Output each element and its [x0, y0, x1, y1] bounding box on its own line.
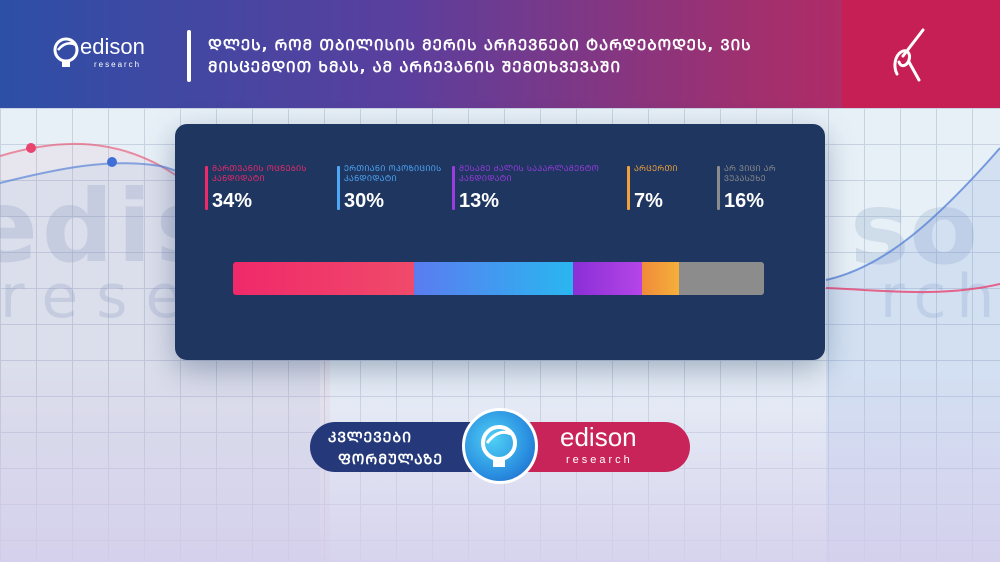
page-title: ᲓᲚᲔᲡ, ᲠᲝᲛ ᲗᲑᲘᲚᲘᲡᲘᲡ ᲛᲔᲠᲘᲡ ᲐᲠᲩᲔᲕᲜᲔᲑᲘ ᲢᲐᲠᲓᲔ…: [208, 34, 808, 78]
bar-segment: [641, 262, 680, 295]
legend-value: 30%: [344, 190, 385, 212]
legend-color-line: [337, 166, 340, 210]
badge-line-2: ᲤᲝᲠᲛᲣᲚᲐᲖᲔ: [338, 452, 444, 468]
edison-bulb-icon: [53, 37, 79, 67]
ghost-brand-subtext-right: rch: [880, 262, 1000, 332]
legend-color-line: [452, 166, 455, 210]
badge-subtitle: research: [566, 454, 633, 466]
legend-label: ᲛᲔᲡᲐᲛᲔ ᲫᲐᲚᲘᲡ ᲡᲐᲞᲐᲠᲚᲐᲛᲔᲜᲢᲝ ᲙᲐᲜᲓᲘᲓᲐᲢᲘ: [459, 164, 600, 183]
results-card: ᲛᲐᲠᲗᲕᲐᲜᲘᲡ ᲝᲪᲜᲔᲑᲘᲡ ᲙᲐᲜᲓᲘᲓᲐᲢᲘ 34% ᲔᲠᲗᲘᲐᲜᲘ ᲝᲞ…: [175, 124, 825, 360]
legend-label: ᲛᲐᲠᲗᲕᲐᲜᲘᲡ ᲝᲪᲜᲔᲑᲘᲡ ᲙᲐᲜᲓᲘᲓᲐᲢᲘ: [212, 164, 307, 183]
legend-item: ᲐᲠᲪᲔᲠᲗᲘ 7%: [627, 164, 707, 212]
legend-value: 34%: [212, 190, 253, 212]
legend-color-line: [717, 166, 720, 210]
legend-item: ᲐᲠ ᲕᲘᲪᲘ ᲐᲠ ᲕᲣᲞᲐᲡᲣᲮᲔ 16%: [717, 164, 807, 212]
edison-logo: edison research: [52, 32, 162, 76]
bar-segment: [679, 262, 764, 295]
legend-label: ᲔᲠᲗᲘᲐᲜᲘ ᲝᲞᲝᲖᲘᲪᲘᲘᲡ ᲙᲐᲜᲓᲘᲓᲐᲢᲘ: [344, 164, 442, 183]
logo-name: edison: [80, 34, 145, 59]
legend-color-line: [627, 166, 630, 210]
legend-item: ᲔᲠᲗᲘᲐᲜᲘ ᲝᲞᲝᲖᲘᲪᲘᲘᲡ ᲙᲐᲜᲓᲘᲓᲐᲢᲘ 30%: [337, 164, 447, 212]
legend-item: ᲛᲐᲠᲗᲕᲐᲜᲘᲡ ᲝᲪᲜᲔᲑᲘᲡ ᲙᲐᲜᲓᲘᲓᲐᲢᲘ 34%: [205, 164, 330, 212]
header-accent-block: [842, 0, 1000, 108]
title-line-2: ᲛᲘᲡᲪᲔᲛᲓᲘᲗ ᲮᲛᲐᲡ, ᲐᲛ ᲐᲠᲩᲔᲕᲐᲜᲘᲡ ᲨᲔᲛᲗᲮᲕᲔᲕᲐᲨᲘ: [208, 58, 622, 76]
stacked-bar: [233, 262, 764, 295]
legend-value: 7%: [634, 190, 663, 212]
legend-label: ᲐᲠ ᲕᲘᲪᲘ ᲐᲠ ᲕᲣᲞᲐᲡᲣᲮᲔ: [724, 164, 776, 183]
bar-segment: [233, 262, 415, 295]
header-banner: edison research ᲓᲚᲔᲡ, ᲠᲝᲛ ᲗᲑᲘᲚᲘᲡᲘᲡ ᲛᲔᲠᲘᲡ…: [0, 0, 1000, 108]
legend-value: 13%: [459, 190, 500, 212]
header-divider: [187, 30, 191, 82]
ghost-brand-text-right: so: [850, 170, 979, 287]
legend-value: 16%: [724, 190, 765, 212]
legend-label: ᲐᲠᲪᲔᲠᲗᲘ: [634, 164, 678, 173]
edison-badge-bulb-icon: [481, 425, 517, 467]
badge-line-1: ᲙᲕᲚᲔᲕᲔᲑᲘ: [328, 430, 412, 446]
badge-name: edison: [560, 422, 637, 452]
legend-color-line: [205, 166, 208, 210]
ballot-check-icon: [893, 28, 925, 82]
badge-logo-circle: [462, 408, 538, 484]
legend-item: ᲛᲔᲡᲐᲛᲔ ᲫᲐᲚᲘᲡ ᲡᲐᲞᲐᲠᲚᲐᲛᲔᲜᲢᲝ ᲙᲐᲜᲓᲘᲓᲐᲢᲘ 13%: [452, 164, 622, 212]
bar-segment: [413, 262, 574, 295]
logo-subtitle: research: [94, 60, 142, 69]
footer-badge: ᲙᲕᲚᲔᲕᲔᲑᲘ ᲤᲝᲠᲛᲣᲚᲐᲖᲔ edison research: [310, 408, 690, 484]
bar-segment: [572, 262, 643, 295]
title-line-1: ᲓᲚᲔᲡ, ᲠᲝᲛ ᲗᲑᲘᲚᲘᲡᲘᲡ ᲛᲔᲠᲘᲡ ᲐᲠᲩᲔᲕᲜᲔᲑᲘ ᲢᲐᲠᲓᲔ…: [208, 36, 752, 54]
